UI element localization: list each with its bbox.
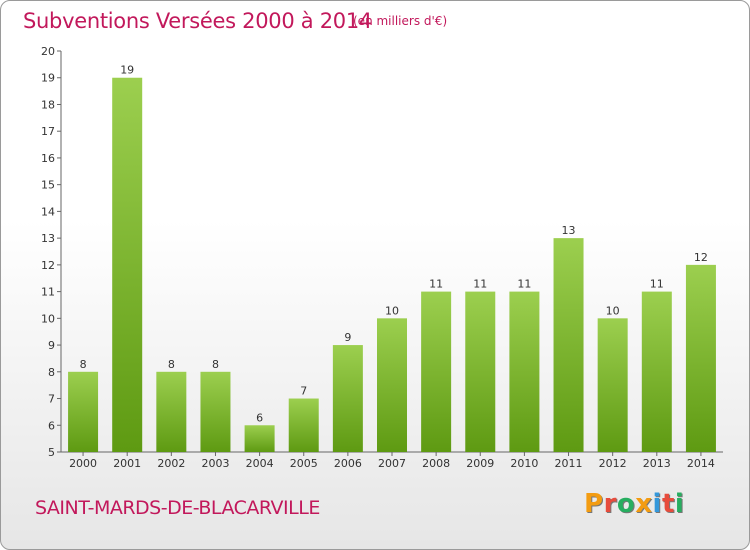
x-tick-label: 2009	[466, 457, 494, 470]
chart-subtitle: (en milliers d'€)	[353, 14, 448, 28]
data-label: 10	[606, 304, 620, 317]
bar	[553, 238, 584, 452]
data-label: 8	[80, 358, 87, 371]
x-tick-label: 2012	[599, 457, 627, 470]
data-label: 12	[694, 251, 708, 264]
y-tick-label: 18	[41, 98, 55, 111]
bar	[597, 318, 628, 452]
y-tick-label: 7	[48, 393, 55, 406]
data-label: 9	[344, 331, 351, 344]
y-tick-label: 13	[41, 232, 55, 245]
x-tick-label: 2005	[290, 457, 318, 470]
y-tick-label: 5	[48, 446, 55, 459]
data-label: 11	[429, 278, 443, 291]
y-tick-label: 15	[41, 179, 55, 192]
y-tick-label: 11	[41, 286, 55, 299]
data-label: 11	[473, 278, 487, 291]
y-tick-label: 10	[41, 312, 55, 325]
bar	[244, 425, 275, 452]
bar	[509, 291, 540, 452]
bar	[421, 291, 452, 452]
bar	[641, 291, 672, 452]
x-tick-label: 2002	[157, 457, 185, 470]
data-label: 11	[517, 278, 531, 291]
bar	[156, 371, 187, 452]
data-label: 13	[562, 224, 576, 237]
x-tick-label: 2000	[69, 457, 97, 470]
y-tick-label: 20	[41, 45, 55, 58]
commune-name: SAINT-MARDS-DE-BLACARVILLE	[35, 497, 320, 519]
x-tick-label: 2010	[510, 457, 538, 470]
data-label: 10	[385, 304, 399, 317]
bar	[68, 371, 99, 452]
data-label: 6	[256, 411, 263, 424]
y-tick-label: 8	[48, 366, 55, 379]
bar	[377, 318, 407, 452]
x-tick-label: 2001	[113, 457, 141, 470]
bar	[200, 371, 231, 452]
y-tick-label: 19	[41, 72, 55, 85]
y-tick-label: 12	[41, 259, 55, 272]
x-tick-label: 2011	[555, 457, 583, 470]
chart-labels: 2000 8 2001 19 2002 8 2003 8 2004 6 2005 7 2006 9 2007…	[69, 64, 715, 470]
data-label: 19	[120, 64, 134, 77]
bar	[288, 398, 319, 452]
y-tick-label: 16	[41, 152, 55, 165]
y-tick-label: 17	[41, 125, 55, 138]
y-tick-label: 6	[48, 419, 55, 432]
data-label: 8	[212, 358, 219, 371]
x-tick-label: 2003	[201, 457, 229, 470]
chart-title: Subventions Versées 2000 à 2014	[23, 9, 372, 33]
data-label: 8	[168, 358, 175, 371]
data-label: 11	[650, 278, 664, 291]
x-tick-label: 2006	[334, 457, 362, 470]
x-tick-label: 2004	[246, 457, 274, 470]
y-tick-label: 9	[48, 339, 55, 352]
chart-bars	[68, 77, 716, 452]
bar	[685, 264, 716, 452]
data-label: 7	[300, 385, 307, 398]
bar	[465, 291, 496, 452]
proxiti-logo: Proxiti	[584, 489, 685, 519]
x-tick-label: 2007	[378, 457, 406, 470]
bar	[332, 345, 363, 452]
x-tick-label: 2013	[643, 457, 671, 470]
bar	[112, 77, 143, 452]
y-tick-label: 14	[41, 205, 55, 218]
x-tick-label: 2014	[687, 457, 715, 470]
x-tick-label: 2008	[422, 457, 450, 470]
